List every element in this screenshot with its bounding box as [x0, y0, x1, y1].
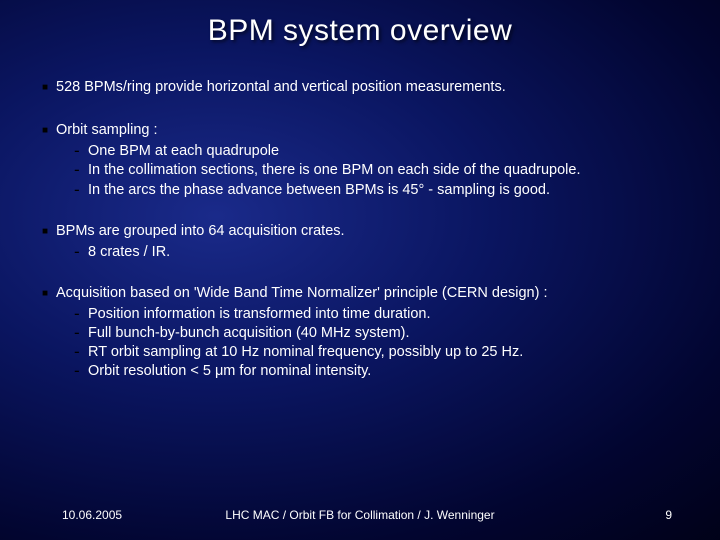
bullet-text: Full bunch-by-bunch acquisition (40 MHz … [88, 324, 678, 342]
dash-bullet-icon: - [74, 161, 88, 179]
slide-footer: 10.06.2005 LHC MAC / Orbit FB for Collim… [0, 508, 720, 522]
bullet-l2: - Full bunch-by-bunch acquisition (40 MH… [74, 324, 678, 342]
bullet-text: Position information is transformed into… [88, 305, 678, 323]
square-bullet-icon: ■ [42, 222, 56, 240]
slide-title: BPM system overview [0, 0, 720, 48]
bullet-l2: - Orbit resolution < 5 μm for nominal in… [74, 362, 678, 380]
dash-bullet-icon: - [74, 343, 88, 361]
dash-bullet-icon: - [74, 243, 88, 261]
dash-bullet-icon: - [74, 181, 88, 199]
bullet-text: One BPM at each quadrupole [88, 142, 678, 160]
bullet-l2: - In the arcs the phase advance between … [74, 181, 678, 199]
bullet-text: In the arcs the phase advance between BP… [88, 181, 678, 199]
bullet-l1: ■ Orbit sampling : [42, 121, 678, 139]
bullet-l1: ■ 528 BPMs/ring provide horizontal and v… [42, 78, 678, 96]
bullet-text: 8 crates / IR. [88, 243, 678, 261]
bullet-text: Acquisition based on 'Wide Band Time Nor… [56, 284, 678, 302]
bullet-text: Orbit sampling : [56, 121, 678, 139]
bullet-l2: - Position information is transformed in… [74, 305, 678, 323]
dash-bullet-icon: - [74, 362, 88, 380]
footer-center: LHC MAC / Orbit FB for Collimation / J. … [0, 508, 720, 522]
dash-bullet-icon: - [74, 142, 88, 160]
bullet-text: BPMs are grouped into 64 acquisition cra… [56, 222, 678, 240]
square-bullet-icon: ■ [42, 121, 56, 139]
square-bullet-icon: ■ [42, 78, 56, 96]
dash-bullet-icon: - [74, 305, 88, 323]
bullet-text: In the collimation sections, there is on… [88, 161, 678, 179]
bullet-l2: - 8 crates / IR. [74, 243, 678, 261]
dash-bullet-icon: - [74, 324, 88, 342]
bullet-text: 528 BPMs/ring provide horizontal and ver… [56, 78, 678, 96]
slide-content: ■ 528 BPMs/ring provide horizontal and v… [0, 48, 720, 381]
bullet-l2: - One BPM at each quadrupole [74, 142, 678, 160]
bullet-l2: - In the collimation sections, there is … [74, 161, 678, 179]
bullet-text: Orbit resolution < 5 μm for nominal inte… [88, 362, 678, 380]
bullet-l1: ■ BPMs are grouped into 64 acquisition c… [42, 222, 678, 240]
square-bullet-icon: ■ [42, 284, 56, 302]
bullet-text: RT orbit sampling at 10 Hz nominal frequ… [88, 343, 678, 361]
bullet-l2: - RT orbit sampling at 10 Hz nominal fre… [74, 343, 678, 361]
bullet-l1: ■ Acquisition based on 'Wide Band Time N… [42, 284, 678, 302]
